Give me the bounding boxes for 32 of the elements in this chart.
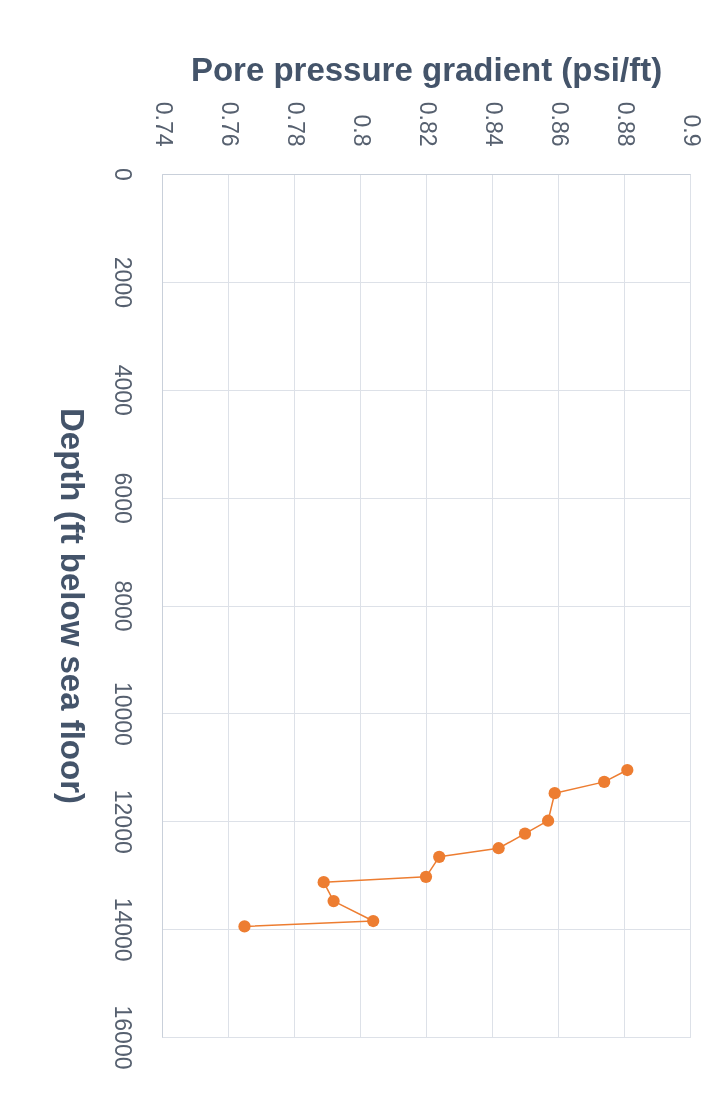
x-tick-label: 0.88 (612, 101, 639, 147)
x-axis-title: Pore pressure gradient (psi/ft) (190, 50, 663, 88)
x-tick-label: 0.9 (678, 114, 705, 147)
y-tick-label: 16000 (109, 1005, 136, 1070)
x-tick-label: 0.78 (282, 101, 309, 147)
point (541, 814, 555, 827)
point (518, 827, 532, 840)
x-tick-label: 0.74 (150, 101, 177, 147)
point (598, 775, 611, 788)
y-tick-label: 2000 (109, 256, 136, 308)
y-tick-label: 4000 (109, 364, 136, 416)
x-tick-label: 0.8 (348, 114, 375, 147)
point (492, 842, 505, 855)
x-tick-label: 0.84 (480, 101, 507, 147)
y-tick-label: 10000 (109, 681, 136, 746)
point (433, 850, 446, 863)
y-tick-label: 8000 (109, 580, 136, 632)
point (419, 870, 433, 883)
y-tick-label: 12000 (109, 789, 136, 854)
point (327, 894, 340, 908)
point (621, 763, 634, 777)
y-axis-title: Depth (ft below sea floor) (53, 408, 91, 804)
x-tick-label: 0.76 (216, 101, 243, 147)
point (317, 876, 330, 889)
y-tick-label: 6000 (109, 472, 136, 524)
x-tick-label: 0.82 (414, 101, 441, 147)
point (238, 920, 251, 933)
point (367, 914, 380, 928)
y-tick-label: 14000 (109, 897, 136, 962)
point (548, 787, 561, 800)
y-tick-label: 0 (109, 168, 136, 181)
x-tick-label: 0.86 (546, 101, 573, 147)
